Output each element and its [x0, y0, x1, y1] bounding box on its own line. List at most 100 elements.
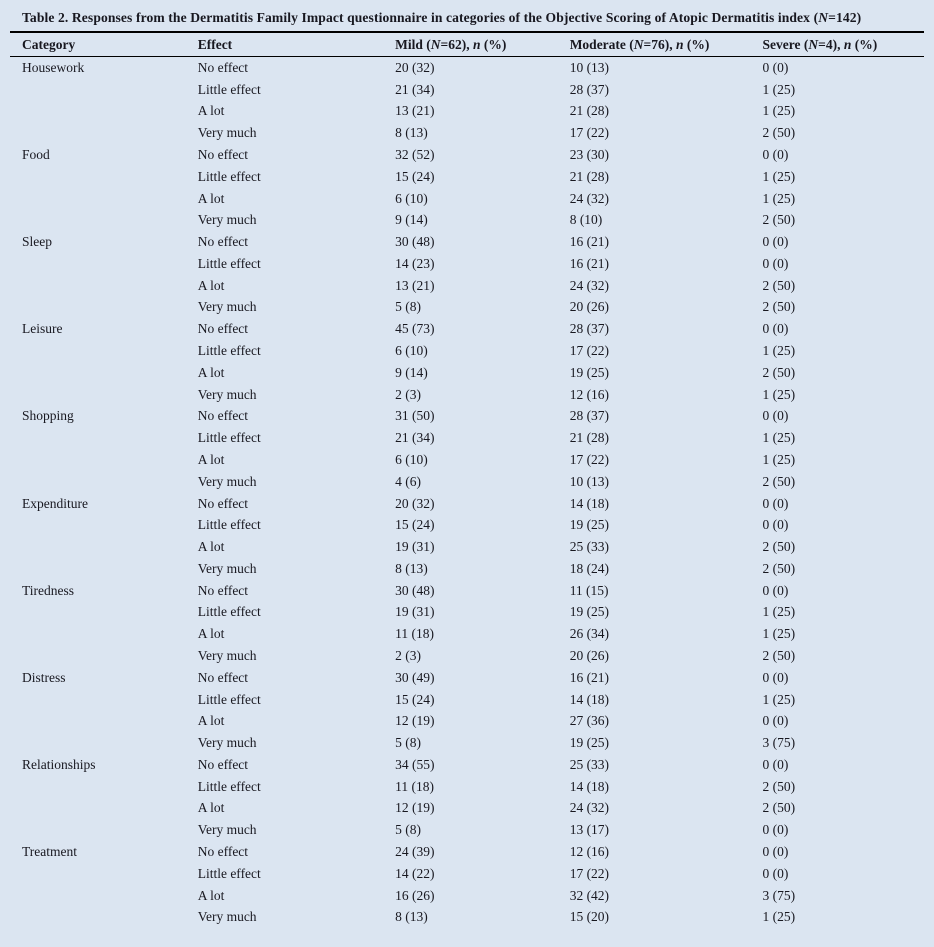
- table-row: Little effect 21 (34) 28 (37) 1 (25): [10, 79, 924, 101]
- mild-cell: 2 (3): [395, 647, 421, 663]
- table-row: Very much 5 (8) 20 (26) 2 (50): [10, 297, 924, 319]
- effect-cell: A lot: [197, 539, 225, 555]
- severe-cell: 1 (25): [762, 430, 796, 446]
- category-cell: [10, 710, 194, 732]
- effect-cell: Very much: [197, 473, 257, 489]
- effect-cell: Very much: [197, 386, 257, 402]
- table-row: Relationships No effect 34 (55) 25 (33) 0 (0…: [10, 754, 924, 776]
- category-cell: [10, 275, 194, 297]
- severe-cell: 1 (25): [762, 451, 796, 467]
- moderate-cell: 17 (22): [569, 865, 610, 881]
- col-header-category: Category: [10, 33, 194, 57]
- table-row: Leisure No effect 45 (73) 28 (37) 0 (0): [10, 318, 924, 340]
- effect-cell: Very much: [197, 735, 257, 751]
- table-row: Distress No effect 30 (49) 16 (21) 0 (0): [10, 667, 924, 689]
- moderate-cell: 17 (22): [569, 125, 610, 141]
- table-row: A lot 6 (10) 17 (22) 1 (25): [10, 449, 924, 471]
- category-cell: [10, 253, 194, 275]
- severe-cell: 1 (25): [762, 691, 796, 707]
- table-row: Very much 8 (13) 17 (22) 2 (50): [10, 122, 924, 144]
- category-cell: [10, 188, 194, 210]
- effect-cell: A lot: [197, 190, 225, 206]
- severe-cell: 0 (0): [762, 582, 789, 598]
- severe-cell: 2 (50): [762, 212, 796, 228]
- moderate-cell: 13 (17): [569, 822, 610, 838]
- mild-cell: 5 (8): [395, 735, 421, 751]
- moderate-cell: 20 (26): [569, 647, 610, 663]
- table-row: Very much 4 (6) 10 (13) 2 (50): [10, 471, 924, 493]
- mild-cell: 31 (50): [395, 408, 435, 424]
- severe-cell: 2 (50): [762, 539, 796, 555]
- mild-cell: 30 (48): [395, 582, 435, 598]
- moderate-cell: 28 (37): [569, 408, 610, 424]
- table-row: A lot 13 (21) 21 (28) 1 (25): [10, 101, 924, 123]
- moderate-cell: 19 (25): [569, 517, 610, 533]
- effect-cell: Little effect: [197, 865, 261, 881]
- severe-cell: 1 (25): [762, 626, 796, 642]
- mild-cell: 15 (24): [395, 168, 435, 184]
- moderate-cell: 24 (32): [569, 277, 610, 293]
- category-cell: [10, 798, 194, 820]
- effect-cell: No effect: [197, 582, 249, 598]
- moderate-cell: 28 (37): [569, 321, 610, 337]
- category-cell: [10, 819, 194, 841]
- table-row: A lot 12 (19) 24 (32) 2 (50): [10, 798, 924, 820]
- category-cell: [10, 689, 194, 711]
- moderate-cell: 19 (25): [569, 735, 610, 751]
- moderate-cell: 12 (16): [569, 844, 610, 860]
- effect-cell: Very much: [197, 909, 257, 925]
- mild-cell: 16 (26): [395, 887, 435, 903]
- category-cell: [10, 384, 194, 406]
- category-cell: [10, 449, 194, 471]
- moderate-cell: 21 (28): [569, 430, 610, 446]
- moderate-cell: 15 (20): [569, 909, 610, 925]
- col-header-moderate: Moderate (N=76), n (%): [565, 33, 759, 57]
- moderate-cell: 20 (26): [569, 299, 610, 315]
- mild-cell: 19 (31): [395, 539, 435, 555]
- moderate-cell: 19 (25): [569, 604, 610, 620]
- category-cell: [10, 623, 194, 645]
- table-row: Very much 8 (13) 15 (20) 1 (25): [10, 906, 924, 928]
- table-row: Little effect 14 (22) 17 (22) 0 (0): [10, 863, 924, 885]
- mild-cell: 30 (49): [395, 669, 435, 685]
- category-cell: [10, 427, 194, 449]
- mild-cell: 21 (34): [395, 430, 435, 446]
- moderate-cell: 26 (34): [569, 626, 610, 642]
- col-header-effect: Effect: [193, 33, 392, 57]
- moderate-cell: 28 (37): [569, 81, 610, 97]
- moderate-cell: 24 (32): [569, 800, 610, 816]
- table-row: Very much 9 (14) 8 (10) 2 (50): [10, 209, 924, 231]
- table-row: Sleep No effect 30 (48) 16 (21) 0 (0): [10, 231, 924, 253]
- table-row: A lot 19 (31) 25 (33) 2 (50): [10, 536, 924, 558]
- table-row: Little effect 15 (24) 19 (25) 0 (0): [10, 514, 924, 536]
- severe-cell: 0 (0): [762, 756, 789, 772]
- mild-cell: 8 (13): [395, 560, 428, 576]
- mild-cell: 45 (73): [395, 321, 435, 337]
- category-cell: [10, 776, 194, 798]
- mild-cell: 8 (13): [395, 125, 428, 141]
- severe-cell: 2 (50): [762, 800, 796, 816]
- table-row: A lot 6 (10) 24 (32) 1 (25): [10, 188, 924, 210]
- effect-cell: Little effect: [197, 517, 261, 533]
- category-cell: Expenditure: [22, 495, 88, 511]
- effect-cell: A lot: [197, 887, 225, 903]
- severe-cell: 0 (0): [762, 408, 789, 424]
- category-cell: [10, 732, 194, 754]
- effect-cell: Little effect: [197, 778, 261, 794]
- effect-cell: Little effect: [197, 604, 261, 620]
- effect-cell: No effect: [197, 147, 249, 163]
- category-cell: Shopping: [22, 408, 74, 424]
- mild-cell: 12 (19): [395, 800, 435, 816]
- table-row: Little effect 14 (23) 16 (21) 0 (0): [10, 253, 924, 275]
- mild-cell: 6 (10): [395, 343, 428, 359]
- effect-cell: No effect: [197, 844, 249, 860]
- effect-cell: Very much: [197, 299, 257, 315]
- moderate-cell: 11 (15): [569, 582, 609, 598]
- moderate-cell: 25 (33): [569, 539, 610, 555]
- table-row: Housework No effect 20 (32) 10 (13) 0 (0): [10, 57, 924, 79]
- category-cell: [10, 906, 194, 928]
- category-cell: [10, 558, 194, 580]
- effect-cell: No effect: [197, 408, 249, 424]
- moderate-cell: 17 (22): [569, 451, 610, 467]
